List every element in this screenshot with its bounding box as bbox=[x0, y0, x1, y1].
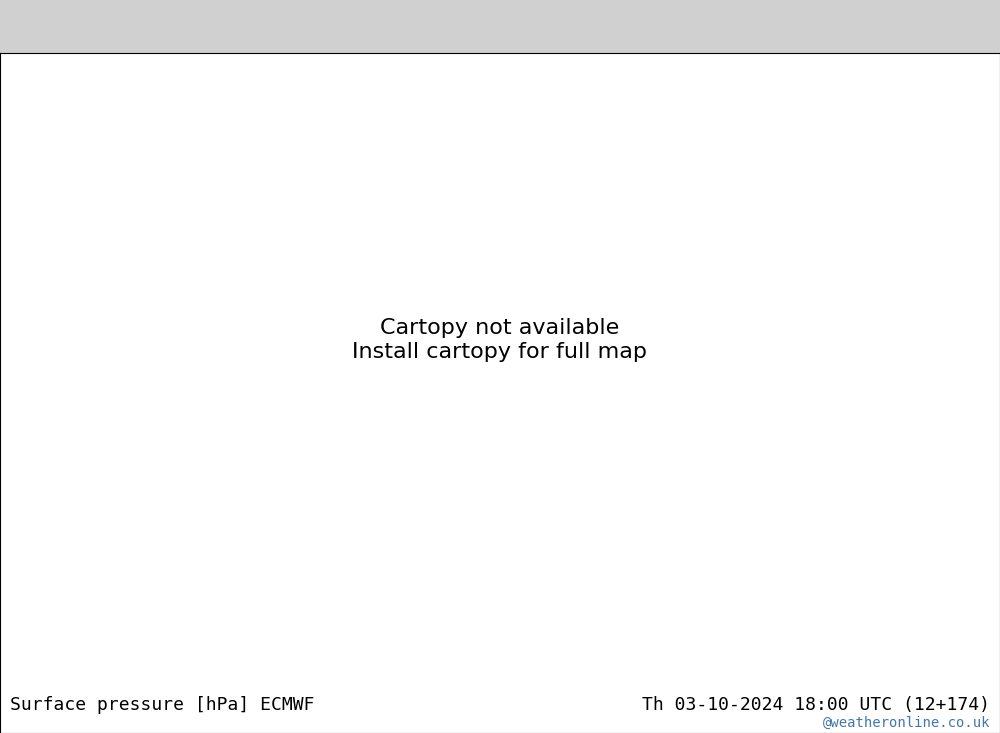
Text: Surface pressure [hPa] ECMWF: Surface pressure [hPa] ECMWF bbox=[10, 696, 314, 714]
Text: Th 03-10-2024 18:00 UTC (12+174): Th 03-10-2024 18:00 UTC (12+174) bbox=[642, 696, 990, 714]
Text: @weatheronline.co.uk: @weatheronline.co.uk bbox=[822, 716, 990, 730]
Text: Cartopy not available
Install cartopy for full map: Cartopy not available Install cartopy fo… bbox=[352, 318, 648, 361]
